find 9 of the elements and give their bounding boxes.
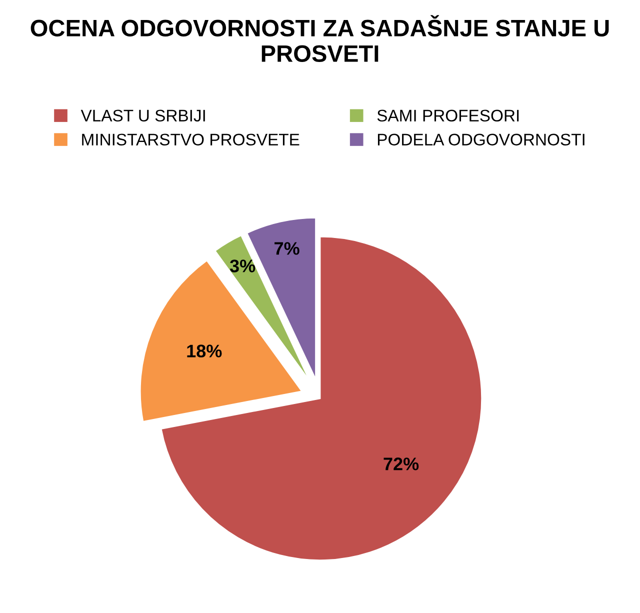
data-label: 7% [274, 242, 300, 255]
legend-label: VLAST U SRBIJI [80, 110, 205, 122]
legend-label: PODELA ODGOVORNOSTI [378, 134, 584, 146]
chart-title: OCENA ODGOVORNOSTI ZA SADAŠNJE STANJE U PROSVETI [30, 15, 609, 62]
legend-label: MINISTARSTVO PROSVETE [82, 134, 300, 146]
data-label: 72% [384, 458, 419, 470]
data-label: 18% [187, 344, 222, 358]
legend-label: SAMI PROFESORI [377, 110, 519, 122]
data-label: 3% [230, 260, 256, 272]
